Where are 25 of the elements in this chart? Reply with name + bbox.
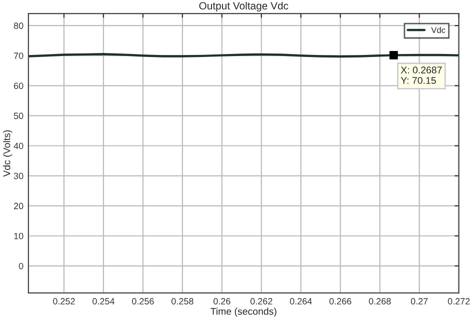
x-tick-label: 0.256 (132, 298, 154, 304)
y-tick-label: 0 (18, 262, 24, 270)
x-tick-label: 0.266 (329, 298, 352, 304)
x-tick-label: 0.252 (53, 298, 75, 304)
y-tick-label: 50 (14, 112, 24, 120)
y-tick-label: 30 (14, 172, 24, 180)
x-tick-label: 0.254 (92, 298, 114, 304)
y-tick-label: 40 (14, 142, 24, 150)
y-tick-label: 10 (14, 232, 24, 240)
legend-label: Vdc (431, 26, 446, 34)
x-tick-label: 0.27 (410, 298, 428, 304)
x-tick-label: 0.272 (448, 298, 470, 304)
y-tick-label: 80 (14, 22, 24, 29)
x-axis-title: Time (seconds) (210, 308, 276, 317)
x-tick-label: 0.264 (290, 298, 312, 304)
x-tick-label: 0.258 (171, 298, 194, 304)
x-tick-label: 0.268 (368, 298, 391, 304)
y-axis-title: Vdc (Volts) (3, 130, 12, 177)
y-tick-label: 60 (14, 82, 24, 90)
y-tick-label: 20 (14, 202, 24, 210)
y-tick-label: 70 (14, 52, 24, 59)
annotation: X: 0.2687 Y: 70.15 (400, 66, 442, 84)
chart-title: Output Voltage Vdc (199, 2, 288, 12)
x-tick-label: 0.26 (213, 298, 230, 304)
x-tick-label: 0.262 (250, 298, 272, 304)
